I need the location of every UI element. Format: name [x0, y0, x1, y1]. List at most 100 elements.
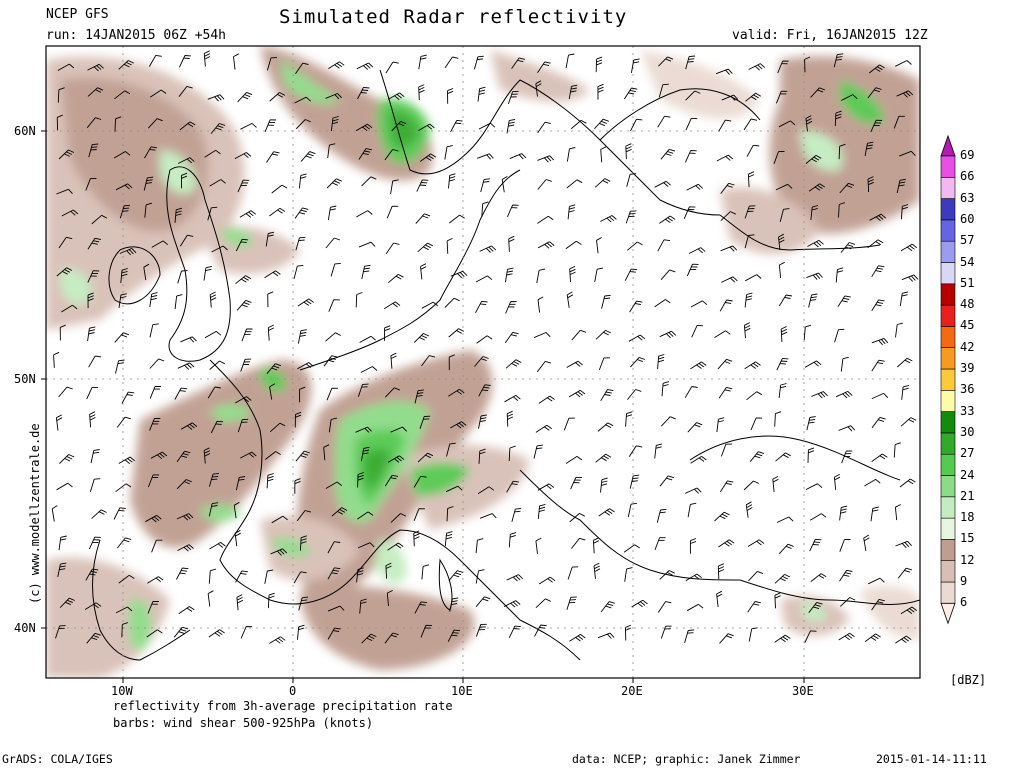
wind-barb	[413, 530, 420, 547]
wind-barb	[899, 291, 909, 307]
wind-barb	[683, 206, 696, 219]
wind-barb	[355, 123, 373, 132]
wind-barb	[270, 548, 288, 556]
wind-barb	[114, 116, 122, 132]
wind-barb	[598, 357, 610, 371]
wind-barb	[475, 538, 484, 554]
wind-barb	[804, 56, 811, 73]
wind-barb	[899, 478, 916, 488]
wind-barb	[203, 50, 211, 67]
wind-barb	[89, 478, 101, 492]
coastlines	[92, 69, 920, 661]
wind-barb	[503, 600, 521, 608]
wind-barb	[446, 442, 456, 457]
wind-barb	[385, 242, 400, 254]
wind-barb	[386, 205, 399, 219]
wind-barb	[629, 474, 640, 489]
wind-barb	[839, 539, 851, 552]
wind-barb	[537, 241, 555, 249]
colorbar-level-label: 27	[960, 446, 975, 461]
wind-barb	[88, 143, 99, 158]
wind-barb	[807, 240, 824, 248]
wind-barb	[478, 122, 496, 130]
wind-barb	[835, 267, 844, 283]
wind-barb	[719, 633, 734, 644]
wind-barb	[414, 389, 424, 404]
wind-barb	[867, 239, 884, 249]
wind-barb	[775, 183, 793, 191]
wind-barb	[265, 451, 281, 460]
wind-barb	[810, 205, 819, 221]
colorbar-swatch	[940, 411, 956, 434]
wind-barb	[833, 473, 841, 491]
wind-barb	[356, 210, 373, 218]
wind-barb	[833, 53, 844, 68]
wind-barb	[327, 205, 337, 221]
wind-barb	[383, 301, 401, 310]
wind-barb	[387, 92, 405, 100]
wind-barb	[178, 85, 193, 97]
wind-barb	[147, 600, 159, 614]
wind-barb	[59, 597, 75, 608]
wind-barb	[600, 215, 617, 223]
wind-barb	[657, 601, 672, 613]
wind-barb	[87, 237, 101, 250]
wind-barb	[444, 145, 453, 160]
wind-barb	[118, 574, 135, 584]
wind-barb	[235, 476, 246, 491]
wind-barb	[654, 180, 671, 188]
wind-barb	[357, 472, 364, 488]
wind-barb	[839, 569, 853, 582]
wind-barb	[594, 267, 604, 282]
wind-barb	[774, 411, 782, 427]
wind-barb	[58, 386, 73, 398]
wind-barb	[743, 480, 759, 491]
wind-barb	[148, 54, 162, 67]
wind-barb	[744, 274, 762, 282]
wind-barb	[294, 207, 309, 219]
wind-barb	[210, 420, 224, 434]
wind-barb	[566, 147, 576, 162]
footer-credit: data: NCEP; graphic: Janek Zimmer	[572, 752, 801, 766]
wind-barb	[325, 237, 341, 249]
axis-ticks	[41, 130, 805, 683]
wind-barb	[772, 475, 779, 493]
wind-barb	[264, 119, 277, 132]
wind-barb	[684, 386, 698, 398]
wind-barb	[269, 92, 286, 102]
wind-barb	[565, 240, 582, 250]
footer-timestamp: 2015-01-14-11:11	[876, 752, 987, 766]
wind-barb	[747, 171, 755, 188]
wind-barb	[811, 391, 828, 399]
wind-barb	[449, 597, 459, 612]
wind-barb	[508, 445, 516, 462]
wind-barb	[480, 178, 491, 193]
wind-barb	[114, 332, 130, 343]
wind-barb	[805, 155, 822, 164]
wind-barb	[900, 417, 917, 427]
wind-barb	[59, 454, 75, 464]
wind-barb	[507, 90, 519, 105]
wind-barb	[391, 120, 407, 132]
wind-barb	[298, 596, 309, 611]
wind-barb	[535, 80, 542, 97]
wind-barb	[537, 179, 552, 190]
wind-barb	[477, 486, 495, 495]
wind-barb	[840, 94, 858, 101]
wind-barb	[776, 357, 789, 371]
wind-barb	[624, 567, 633, 582]
wind-barb	[355, 292, 363, 308]
wind-barb	[119, 247, 137, 256]
wind-barb	[113, 507, 126, 520]
wind-barb	[325, 481, 343, 489]
wind-barb	[803, 324, 812, 340]
wind-barb	[237, 418, 249, 433]
wind-barb	[659, 330, 677, 339]
wind-barb	[86, 117, 102, 129]
wind-barb	[445, 485, 463, 493]
wind-barb	[87, 326, 96, 342]
wind-barb	[91, 509, 107, 519]
wind-barb	[567, 566, 579, 580]
wind-barb	[177, 544, 194, 552]
wind-barb	[297, 362, 314, 370]
